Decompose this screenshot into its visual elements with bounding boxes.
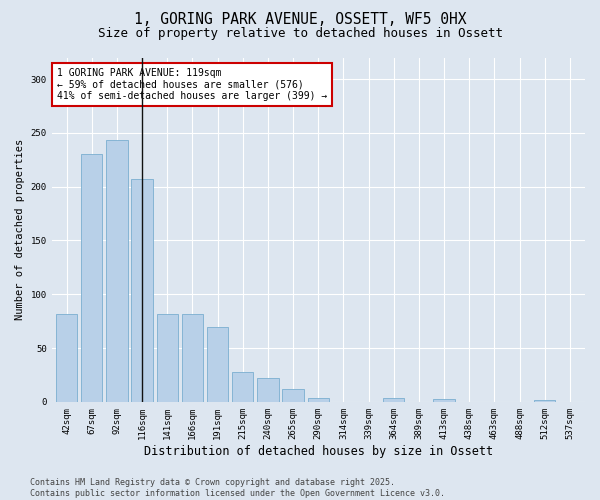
- Bar: [182, 314, 203, 402]
- Bar: [56, 314, 77, 402]
- Bar: [283, 389, 304, 402]
- Text: Size of property relative to detached houses in Ossett: Size of property relative to detached ho…: [97, 28, 503, 40]
- Bar: [232, 372, 253, 402]
- X-axis label: Distribution of detached houses by size in Ossett: Distribution of detached houses by size …: [144, 444, 493, 458]
- Bar: [81, 154, 103, 402]
- Bar: [131, 179, 153, 402]
- Text: 1, GORING PARK AVENUE, OSSETT, WF5 0HX: 1, GORING PARK AVENUE, OSSETT, WF5 0HX: [134, 12, 466, 28]
- Text: 1 GORING PARK AVENUE: 119sqm
← 59% of detached houses are smaller (576)
41% of s: 1 GORING PARK AVENUE: 119sqm ← 59% of de…: [57, 68, 327, 101]
- Text: Contains HM Land Registry data © Crown copyright and database right 2025.
Contai: Contains HM Land Registry data © Crown c…: [30, 478, 445, 498]
- Bar: [534, 400, 556, 402]
- Y-axis label: Number of detached properties: Number of detached properties: [15, 139, 25, 320]
- Bar: [257, 378, 278, 402]
- Bar: [433, 398, 455, 402]
- Bar: [383, 398, 404, 402]
- Bar: [207, 326, 229, 402]
- Bar: [106, 140, 128, 402]
- Bar: [308, 398, 329, 402]
- Bar: [157, 314, 178, 402]
